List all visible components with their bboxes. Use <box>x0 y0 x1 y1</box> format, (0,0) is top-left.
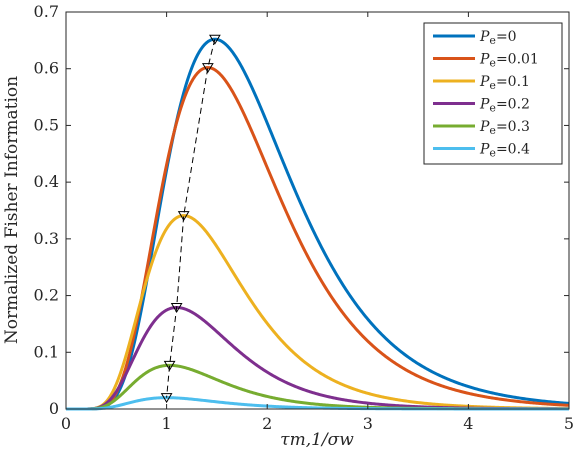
y-tick-label: 0.5 <box>34 115 59 134</box>
legend-label-2: Pe=0.1 <box>479 74 530 92</box>
series-line-0 <box>65 37 570 411</box>
peak-marker-4 <box>163 360 176 371</box>
legend-label-4: Pe=0.3 <box>479 119 530 137</box>
y-tick-label: 0.7 <box>34 2 59 21</box>
x-tick-label: 2 <box>262 414 272 433</box>
peak-trace <box>160 34 221 404</box>
y-axis-label: Normalized Fisher Information <box>2 76 22 344</box>
legend-box <box>423 22 563 165</box>
peak-marker-5 <box>160 393 173 404</box>
axes-box <box>65 11 570 410</box>
x-tick-label: 5 <box>564 414 574 433</box>
peak-trace-line <box>166 39 216 398</box>
peak-marker-3 <box>170 302 183 313</box>
x-tick-label: 0 <box>61 414 71 433</box>
legend-label-0: Pe=0 <box>479 29 517 47</box>
legend: Pe=0 Pe=0.01 Pe=0.1 Pe=0.2 Pe=0.3 Pe=0.4 <box>423 22 563 165</box>
plot-area: 0 1 2 3 4 5 0 0.1 0.2 0.3 0.4 0.5 0.6 0.7 <box>34 2 575 433</box>
curves <box>65 37 570 411</box>
y-tick-label: 0.3 <box>34 229 59 248</box>
ticks: 0 1 2 3 4 5 0 0.1 0.2 0.3 0.4 0.5 0.6 0.7 <box>34 2 575 433</box>
legend-label-3: Pe=0.2 <box>479 97 530 115</box>
legend-label-5: Pe=0.4 <box>479 142 530 160</box>
x-axis-label: τm,1/σw <box>280 430 354 450</box>
x-tick-label: 3 <box>363 414 373 433</box>
y-tick-label: 0.4 <box>34 172 59 191</box>
x-tick-label: 1 <box>162 414 172 433</box>
y-tick-label: 0.6 <box>34 59 59 78</box>
y-tick-label: 0 <box>49 399 59 418</box>
peak-marker-1 <box>201 63 214 74</box>
peak-marker-0 <box>209 34 221 45</box>
legend-label-1: Pe=0.01 <box>479 52 539 70</box>
series-line-1 <box>65 66 570 411</box>
x-tick-label: 4 <box>463 414 473 433</box>
y-tick-label: 0.1 <box>34 342 59 361</box>
peak-marker-2 <box>177 211 190 222</box>
y-tick-label: 0.2 <box>34 286 59 305</box>
